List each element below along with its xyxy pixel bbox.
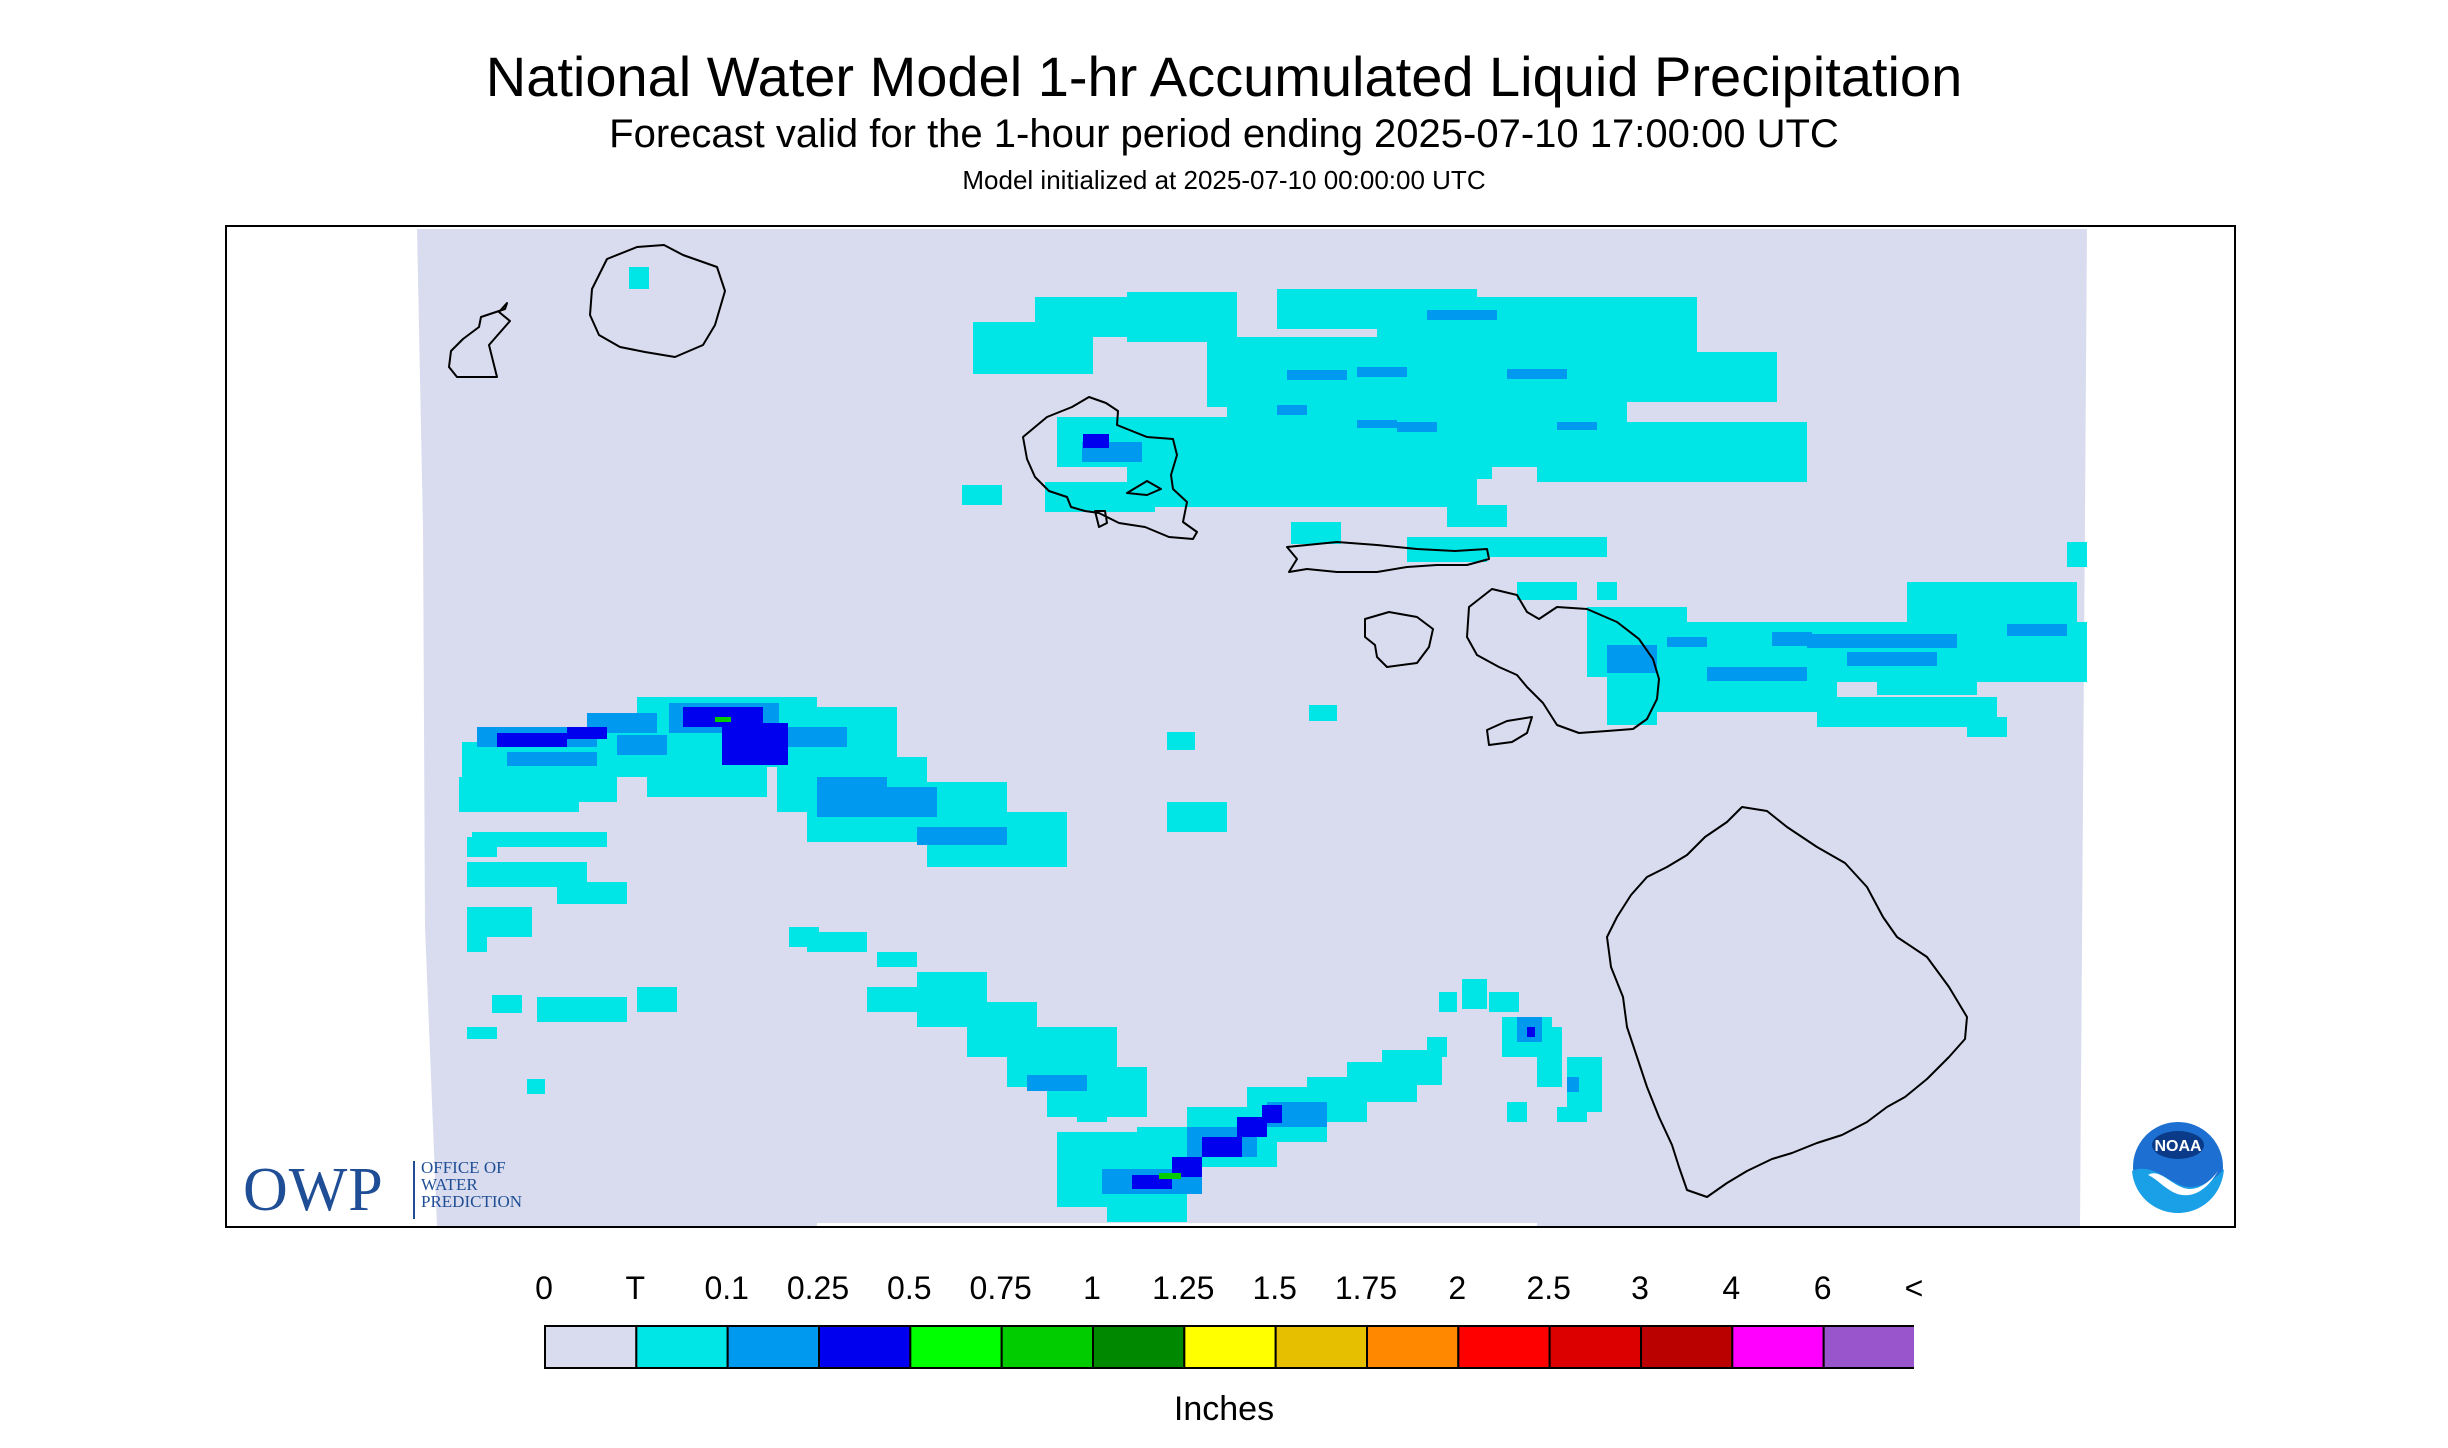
- legend-swatch: [1457, 1325, 1551, 1369]
- legend-swatch: [1000, 1325, 1095, 1369]
- precip-trace-areas: [459, 267, 2087, 1222]
- legend-swatch: [909, 1325, 1003, 1369]
- legend-swatch: [726, 1325, 820, 1369]
- coast-hawaii: [1606, 806, 1968, 1198]
- precipitation-map: OWP OFFICE OF WATER PREDICTION NOAA: [225, 225, 2236, 1228]
- legend-unit-label: Inches: [1173, 1390, 1275, 1428]
- legend-tick-label: T: [625, 1270, 646, 1306]
- legend-tick-label: 2: [1448, 1270, 1467, 1306]
- legend-tick-label: 0.5: [887, 1270, 932, 1306]
- legend-swatch: [1548, 1325, 1642, 1369]
- legend-color-bar: [544, 1325, 1914, 1369]
- map-title: National Water Model 1-hr Accumulated Li…: [485, 45, 1963, 108]
- legend-swatch: [1366, 1325, 1460, 1369]
- legend-swatch: [635, 1325, 729, 1369]
- legend-swatch: [1731, 1325, 1825, 1369]
- legend-tick-label: 1.25: [1152, 1270, 1215, 1306]
- legend-tick-label: 1: [1083, 1270, 1101, 1306]
- coast-maui: [1466, 588, 1660, 734]
- precip-heavy-areas: [715, 717, 1181, 1179]
- legend-swatch: [1822, 1325, 1914, 1369]
- coast-lanai: [1364, 611, 1434, 668]
- legend-tick-label: <: [1904, 1270, 1924, 1306]
- legend-tick-label: 0.1: [704, 1270, 749, 1306]
- owp-logo: OWP OFFICE OF WATER PREDICTION: [243, 1157, 563, 1223]
- legend-tick-label: 4: [1722, 1270, 1741, 1306]
- map-subtitle: Forecast valid for the 1-hour period end…: [609, 112, 1839, 156]
- legend-tick-label: 3: [1631, 1270, 1649, 1306]
- legend-tick-label: 0.75: [969, 1270, 1032, 1306]
- owp-logo-text-line: PREDICTION: [421, 1192, 523, 1211]
- legend-tick-label: 2.5: [1526, 1270, 1571, 1306]
- owp-logo-divider: [413, 1161, 415, 1219]
- legend-tick-label: 1.75: [1334, 1270, 1398, 1306]
- coast-niihau: [448, 302, 511, 378]
- coast-molokai: [1286, 541, 1490, 573]
- legend-swatch: [1640, 1325, 1734, 1369]
- owp-logo-text-line: WATER: [421, 1175, 478, 1194]
- noaa-logo: NOAA: [2131, 1120, 2225, 1214]
- coast-kahoolawe: [1486, 716, 1533, 746]
- island-coastlines: [448, 244, 1968, 1198]
- noaa-logo-text: NOAA: [2154, 1138, 2202, 1155]
- legend-tick-labels: 0 T 0.1 0.25 0.5 0.75 1 1.25 1.5 1.75 2 2.5 3 4 6 <: [0, 1270, 2448, 1310]
- legend-tick-label: 6: [1813, 1270, 1832, 1306]
- legend-tick-label: 0: [535, 1270, 553, 1306]
- owp-logo-mark: OWP: [243, 1156, 384, 1224]
- legend-swatch: [818, 1325, 912, 1369]
- legend-tick-label: 1.5: [1252, 1270, 1297, 1306]
- coast-oahu: [1022, 396, 1198, 540]
- model-init-line: Model initialized at 2025-07-10 00:00:00…: [962, 165, 1486, 195]
- legend-swatch: [544, 1325, 638, 1369]
- legend-swatch: [1183, 1325, 1277, 1369]
- owp-logo-text: OFFICE OF WATER PREDICTION: [421, 1159, 522, 1210]
- legend-swatch: [1092, 1325, 1186, 1369]
- legend-swatch: [1274, 1325, 1368, 1369]
- owp-logo-text-line: OFFICE OF: [421, 1158, 506, 1177]
- legend-tick-label: 0.25: [786, 1270, 850, 1306]
- coast-kauai: [589, 244, 726, 358]
